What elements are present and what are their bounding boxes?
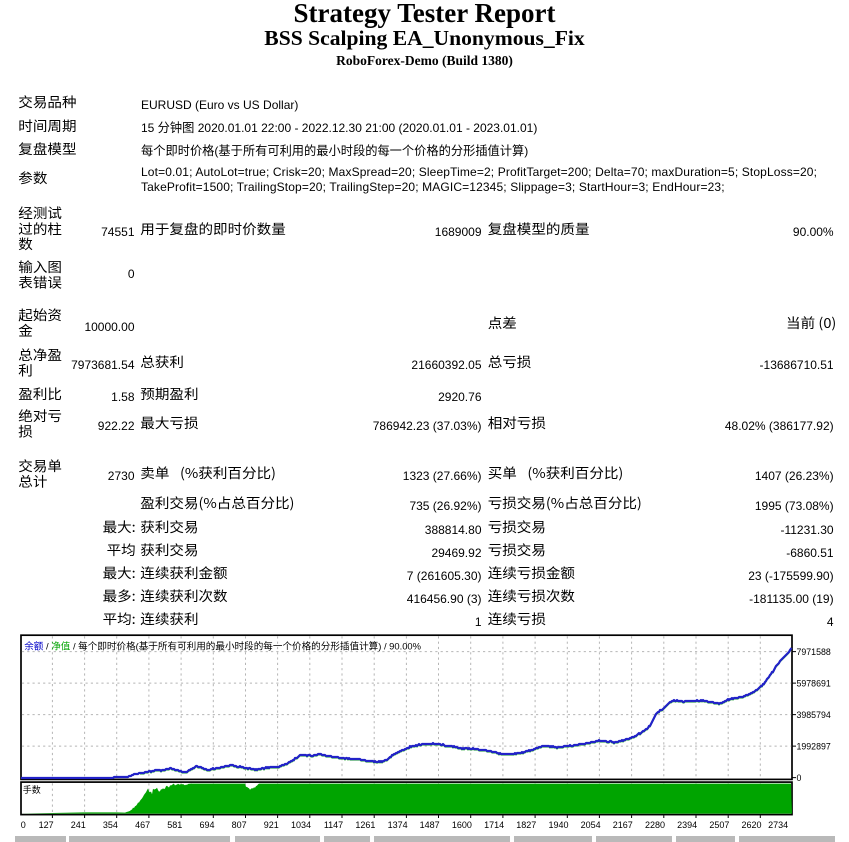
svg-text:1034: 1034	[291, 820, 311, 830]
svg-text:1374: 1374	[388, 820, 408, 830]
svg-text:2394: 2394	[677, 820, 697, 830]
svg-text:694: 694	[199, 820, 214, 830]
svg-text:1487: 1487	[420, 820, 440, 830]
svg-text:1992897: 1992897	[797, 741, 831, 751]
svg-text:2734: 2734	[768, 820, 788, 830]
svg-text:1714: 1714	[484, 820, 504, 830]
svg-text:2054: 2054	[581, 820, 601, 830]
svg-text:807: 807	[232, 820, 247, 830]
svg-text:1600: 1600	[452, 820, 472, 830]
svg-text:0: 0	[21, 820, 26, 830]
svg-text:2167: 2167	[613, 820, 633, 830]
svg-text:0: 0	[797, 773, 802, 783]
svg-text:127: 127	[39, 820, 54, 830]
svg-text:921: 921	[264, 820, 279, 830]
svg-text:3985794: 3985794	[797, 710, 831, 720]
svg-text:1261: 1261	[355, 820, 375, 830]
svg-text:1147: 1147	[324, 820, 343, 830]
svg-text:2280: 2280	[645, 820, 665, 830]
svg-text:手数: 手数	[23, 784, 41, 795]
svg-text:354: 354	[103, 820, 118, 830]
svg-text:467: 467	[135, 820, 150, 830]
svg-text:2507: 2507	[709, 820, 729, 830]
svg-text:2620: 2620	[741, 820, 761, 830]
svg-text:241: 241	[71, 820, 86, 830]
svg-text:581: 581	[167, 820, 182, 830]
svg-text:1940: 1940	[548, 820, 568, 830]
svg-text:1827: 1827	[516, 820, 536, 830]
svg-text:余额 / 净值 / 每个即时价格(基于所有可利用的最小时段的: 余额 / 净值 / 每个即时价格(基于所有可利用的最小时段的每一个价格的分形插值…	[24, 640, 421, 651]
svg-text:7971588: 7971588	[797, 647, 831, 657]
svg-text:5978691: 5978691	[797, 678, 831, 688]
